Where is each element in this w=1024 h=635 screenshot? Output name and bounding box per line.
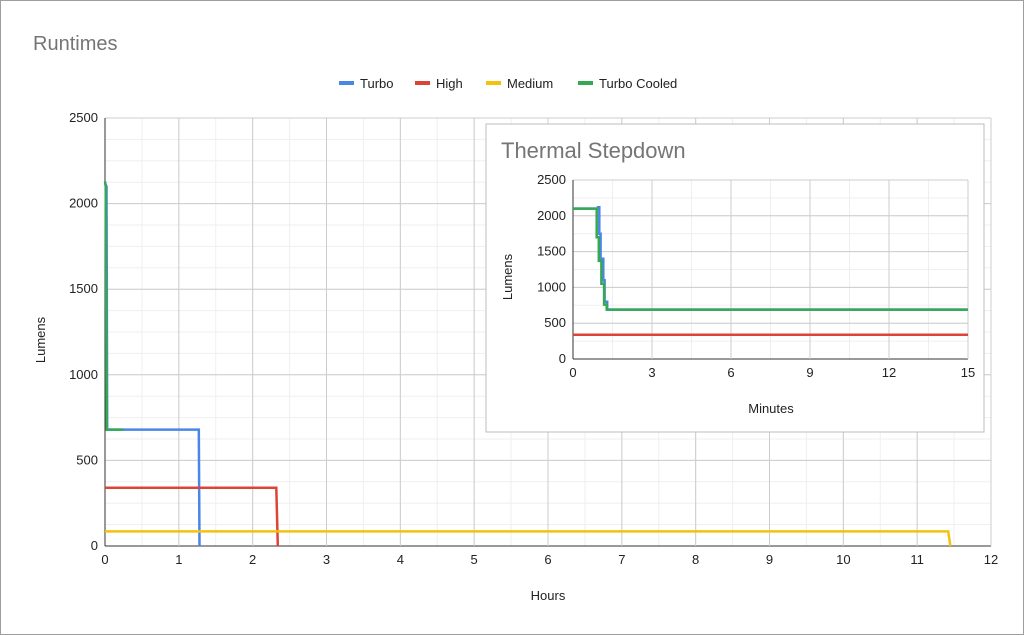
x-tick-label: 3: [323, 552, 330, 567]
x-tick-label: 0: [569, 365, 576, 380]
y-tick-label: 500: [544, 315, 566, 330]
main-y-ticks: 0 500 1000 1500 2000 2500: [69, 110, 98, 553]
inset-y-axis-label: Lumens: [500, 253, 515, 300]
y-tick-label: 1500: [537, 244, 566, 259]
x-tick-label: 1: [175, 552, 182, 567]
legend: Turbo High Medium Turbo Cooled: [339, 76, 677, 91]
x-tick-label: 12: [984, 552, 998, 567]
legend-swatch-turbo: [339, 81, 354, 85]
series-line-turbo-cooled: [103, 181, 124, 431]
x-tick-label: 3: [648, 365, 655, 380]
x-tick-label: 5: [471, 552, 478, 567]
series-line-turbo: [573, 205, 968, 311]
inset-x-ticks: 0 3 6 9 12 15: [569, 365, 975, 380]
inset-grid: [572, 179, 969, 360]
main-x-ticks: 0 1 2 3 4 5 6 7 8 9 10 11 12: [101, 552, 998, 567]
x-tick-label: 9: [766, 552, 773, 567]
series-line-high: [105, 486, 280, 547]
inset-chart-box: [485, 123, 985, 433]
y-tick-label: 0: [91, 538, 98, 553]
y-tick-label: 1000: [69, 367, 98, 382]
inset-x-axis-label: Minutes: [748, 401, 794, 416]
legend-label-high: High: [436, 76, 463, 91]
x-tick-label: 12: [882, 365, 896, 380]
x-tick-label: 2: [249, 552, 256, 567]
x-tick-label: 10: [836, 552, 850, 567]
y-tick-label: 2500: [69, 110, 98, 125]
y-tick-label: 2500: [537, 172, 566, 187]
main-y-axis-label: Lumens: [33, 316, 48, 363]
legend-swatch-high: [415, 81, 430, 85]
legend-swatch-turbo-cooled: [578, 81, 593, 85]
x-tick-label: 6: [727, 365, 734, 380]
main-series: [103, 181, 952, 547]
x-tick-label: 8: [692, 552, 699, 567]
main-chart-title: Runtimes: [33, 33, 117, 55]
y-tick-label: 0: [559, 351, 566, 366]
inset-series: [573, 205, 968, 336]
y-tick-label: 1000: [537, 279, 566, 294]
legend-label-medium: Medium: [507, 76, 553, 91]
legend-label-turbo-cooled: Turbo Cooled: [599, 76, 677, 91]
series-line-turbo: [103, 182, 201, 547]
main-x-axis-label: Hours: [531, 588, 566, 603]
y-tick-label: 2000: [537, 208, 566, 223]
x-tick-label: 9: [806, 365, 813, 380]
x-tick-label: 4: [397, 552, 404, 567]
x-tick-label: 11: [910, 552, 924, 567]
series-line-medium: [105, 530, 952, 547]
inset-y-ticks: 0 500 1000 1500 2000 2500: [537, 172, 566, 366]
x-tick-label: 0: [101, 552, 108, 567]
legend-swatch-medium: [486, 81, 501, 85]
y-tick-label: 2000: [69, 196, 98, 211]
legend-label-turbo: Turbo: [360, 76, 393, 91]
x-tick-label: 7: [618, 552, 625, 567]
x-tick-label: 15: [961, 365, 975, 380]
y-tick-label: 500: [76, 452, 98, 467]
y-tick-label: 1500: [69, 281, 98, 296]
series-line-turbo-cooled: [573, 207, 968, 311]
inset-chart-title: Thermal Stepdown: [501, 138, 686, 163]
x-tick-label: 6: [544, 552, 551, 567]
